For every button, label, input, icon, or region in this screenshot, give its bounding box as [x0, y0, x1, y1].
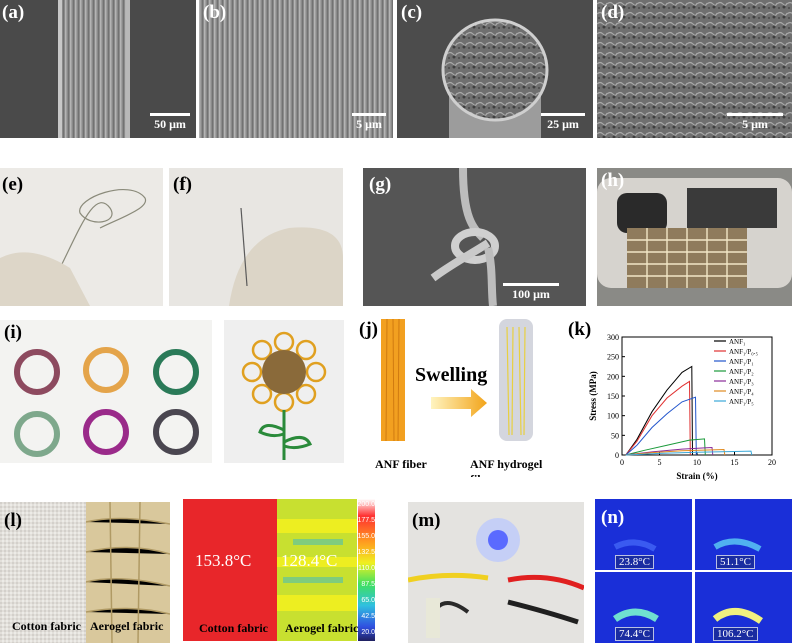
panel-j-swelling-schematic: (j) Swelling ANF fiber ANF hydrogel fibe… — [359, 317, 557, 477]
panel-label: (b) — [203, 2, 227, 23]
scale-bar: 25 μm — [537, 113, 589, 132]
swelling-text: Swelling — [415, 364, 488, 386]
thermal-temp-2: 51.1°C — [716, 555, 755, 569]
x-tick-label: 5 — [658, 458, 662, 467]
panel-k-stress-strain-chart: (k) 0 5 10 15 20 0 50 100 150 200 250 300 Strain (%)… — [566, 317, 790, 487]
scale-bar-text: 25 μm — [547, 117, 579, 131]
x-tick-label: 20 — [768, 458, 776, 467]
panel-label: (e) — [2, 174, 24, 195]
aerogel-ir-temperature: 128.4°C — [281, 551, 338, 570]
colorbar-tick-label: 200.0 — [357, 501, 375, 508]
series-line — [625, 380, 691, 456]
panel-d-sem: (d) 5 μm — [597, 0, 792, 138]
x-tick-label: 0 — [620, 458, 624, 467]
scale-bar-text: 5 μm — [742, 117, 768, 131]
colorbar-ticks: 200.0 177.5 155.0 132.5 110.0 87.5 65.0 42.5 20.… — [357, 499, 375, 641]
y-tick-label: 200 — [607, 372, 619, 381]
thermal-temp-1: 23.8°C — [615, 555, 654, 569]
panel-h-loom-photo: (h) — [597, 168, 792, 306]
anf-hydrogel-fiber-caption: ANF hydrogel fiber — [470, 457, 543, 477]
panel-b-sem: (b) 5 μm — [199, 0, 393, 138]
panel-label: (g) — [369, 174, 392, 195]
panel-label: (d) — [601, 2, 625, 23]
panel-m-led-circuit: (m) — [408, 502, 584, 643]
series-line — [625, 438, 706, 456]
colorbar-tick-label: 132.5 — [357, 549, 375, 556]
scale-bar: 5 μm — [725, 113, 785, 132]
legend-entry: ANF₁/P₅ — [729, 398, 754, 406]
panel-label: (l) — [4, 510, 22, 531]
aerogel-fabric-label: Aerogel fabric — [90, 619, 164, 633]
series-line — [625, 446, 714, 456]
panel-f-photo: (f) — [169, 168, 343, 306]
panel-g-sem-knot: (g) 100 μm — [363, 168, 586, 306]
colorbar-tick-label: 42.5 — [361, 613, 375, 620]
panel-label: (m) — [412, 510, 441, 531]
y-tick-label: 300 — [607, 333, 619, 342]
y-tick-label: 50 — [611, 431, 619, 440]
colorbar-tick-label: 110.0 — [358, 565, 375, 572]
scale-bar: 5 μm — [349, 113, 389, 132]
scale-bar-text: 50 μm — [154, 117, 186, 131]
cotton-ir-temperature: 153.8°C — [195, 551, 252, 570]
colorbar-tick-label: 20.0 — [361, 629, 375, 636]
x-axis-label: Strain (%) — [676, 471, 717, 481]
y-tick-label: 0 — [615, 451, 619, 460]
panel-label: (n) — [601, 507, 625, 528]
x-tick-label: 15 — [731, 458, 739, 467]
panel-label: (i) — [4, 322, 22, 343]
series-line — [625, 396, 697, 456]
colorbar-tick-label: 177.5 — [357, 517, 375, 524]
thermal-temp-4: 106.2°C — [713, 627, 758, 641]
thermal-temp-3: 74.4°C — [615, 627, 654, 641]
panel-l-fabric-photos: (l) Cotton fabric Aerogel fabric — [0, 502, 170, 643]
panel-label: (j) — [359, 319, 378, 340]
colorbar-tick-label: 87.5 — [361, 581, 375, 588]
y-tick-label: 150 — [607, 392, 619, 401]
panel-i-embroidery — [224, 320, 344, 463]
x-tick-label: 10 — [693, 458, 701, 467]
scale-bar-text: 5 μm — [356, 117, 382, 131]
series-line — [625, 365, 693, 456]
scale-bar-text: 100 μm — [512, 287, 550, 301]
panel-label: (c) — [401, 2, 423, 23]
panel-l-infrared-image: 200.0 177.5 155.0 132.5 110.0 87.5 65.0 42.5 20.… — [183, 499, 375, 641]
y-tick-label: 250 — [607, 353, 619, 362]
panel-c-sem: (c) 25 μm — [397, 0, 593, 138]
scale-bar: 50 μm — [148, 113, 192, 132]
anf-fiber-caption: ANF fiber — [375, 457, 427, 471]
y-tick-label: 100 — [607, 412, 619, 421]
cotton-fabric-label: Cotton fabric — [12, 619, 81, 633]
panel-i-colored-fibers: (i) — [0, 320, 212, 463]
panel-n-thermal-images: (n) 23.8°C 51.1°C 74.4°C 106.2°C — [595, 499, 792, 643]
scale-bar: 100 μm — [501, 283, 561, 302]
legend-entry: ANF₁/P₂ — [729, 368, 754, 376]
series-line — [625, 450, 753, 456]
panel-a-sem: (a) 50 μm — [0, 0, 196, 138]
legend-entry: ANF₁/P₀.₅ — [729, 348, 758, 356]
legend-entry: ANF₁/P₄ — [729, 388, 754, 396]
panel-label: (k) — [568, 319, 592, 340]
y-axis-label: Stress (MPa) — [588, 371, 598, 421]
colorbar-tick-label: 155.0 — [357, 533, 375, 540]
ir-cotton-label: Cotton fabric — [199, 621, 268, 635]
colorbar-tick-label: 65.0 — [361, 597, 375, 604]
legend-entry: ANF₁/P₁ — [729, 358, 754, 366]
panel-e-photo: (e) — [0, 168, 163, 306]
panel-label: (a) — [2, 2, 25, 23]
legend-entry: ANF₁/P₃ — [729, 378, 754, 386]
panel-label: (h) — [601, 170, 625, 191]
ir-aerogel-label: Aerogel fabric — [285, 621, 359, 635]
panel-label: (f) — [173, 174, 192, 195]
legend-entry: ANF₁ — [729, 338, 745, 346]
series-line — [625, 448, 726, 456]
